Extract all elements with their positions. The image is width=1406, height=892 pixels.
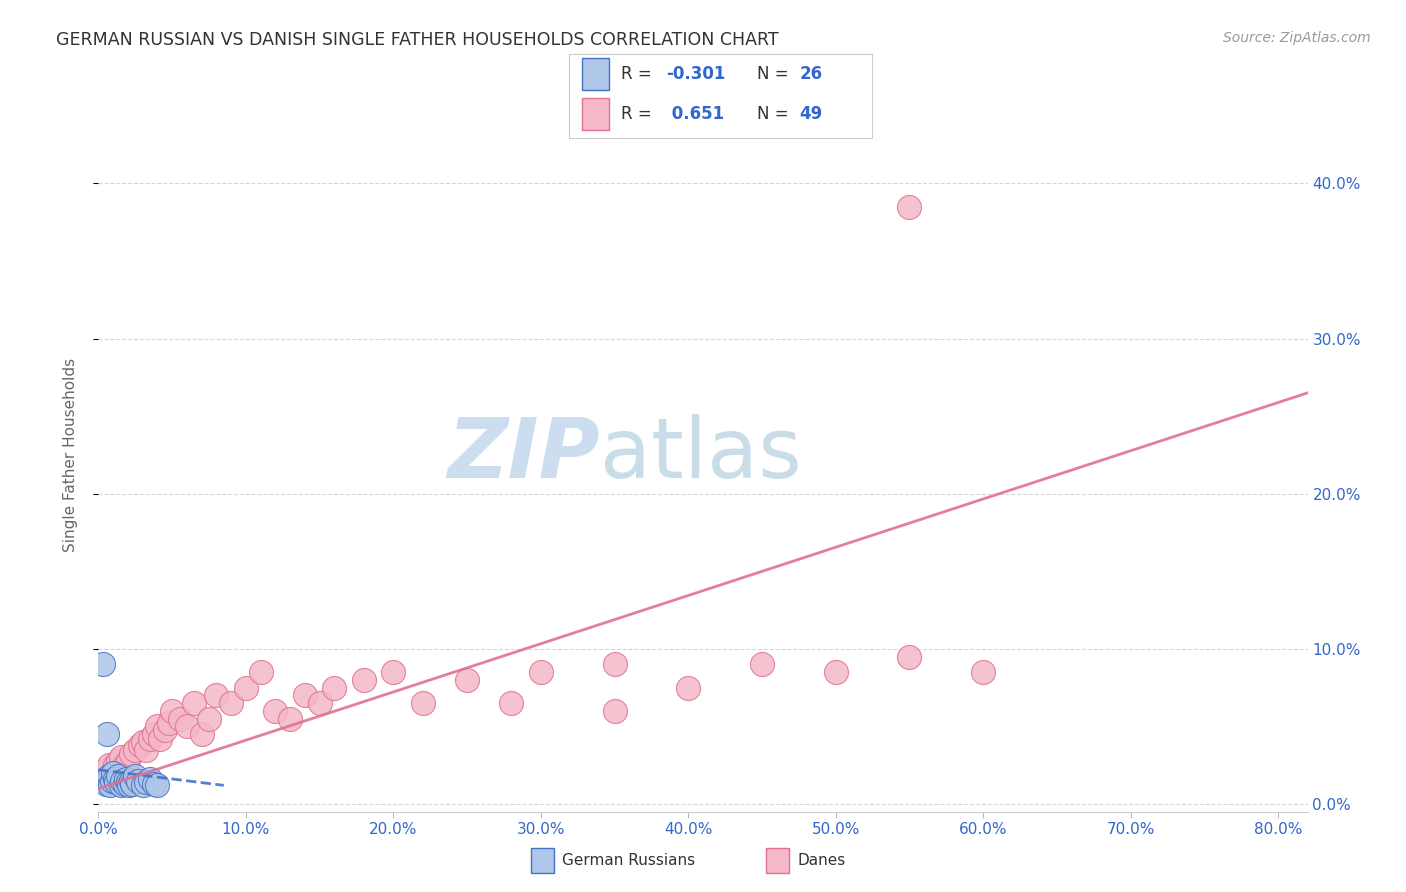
Point xyxy=(160,704,183,718)
Text: Danes: Danes xyxy=(797,854,845,868)
Point xyxy=(121,777,143,791)
Text: ZIP: ZIP xyxy=(447,415,600,495)
Point xyxy=(501,696,523,710)
Text: Source: ZipAtlas.com: Source: ZipAtlas.com xyxy=(1223,31,1371,45)
Point xyxy=(135,775,157,789)
Point xyxy=(124,742,146,756)
Point xyxy=(530,665,553,679)
Point xyxy=(107,754,129,768)
Point xyxy=(353,673,375,687)
Point xyxy=(110,750,132,764)
Point xyxy=(117,754,139,768)
Point xyxy=(114,777,136,791)
Text: 49: 49 xyxy=(799,104,823,123)
Point xyxy=(91,773,114,788)
Point xyxy=(219,696,242,710)
Point xyxy=(153,723,176,737)
Point xyxy=(176,719,198,733)
Point xyxy=(264,704,287,718)
Point xyxy=(101,766,124,780)
Point xyxy=(131,778,153,792)
Point xyxy=(117,775,139,789)
Point xyxy=(94,777,117,791)
Text: 0.651: 0.651 xyxy=(666,104,724,123)
Point xyxy=(143,777,166,791)
Point xyxy=(169,712,191,726)
Point xyxy=(100,773,122,788)
Text: -0.301: -0.301 xyxy=(666,65,725,83)
Text: 26: 26 xyxy=(799,65,823,83)
Point xyxy=(824,665,846,679)
Point xyxy=(603,657,626,672)
Point xyxy=(972,665,994,679)
Point xyxy=(603,704,626,718)
Point xyxy=(111,773,134,788)
Point xyxy=(135,742,157,756)
Point xyxy=(205,689,228,703)
Point xyxy=(98,778,121,792)
Point xyxy=(249,665,271,679)
Point xyxy=(120,747,142,762)
Point xyxy=(91,769,114,783)
Text: atlas: atlas xyxy=(600,415,801,495)
Point xyxy=(294,689,316,703)
Point xyxy=(120,773,142,788)
Text: R =: R = xyxy=(621,104,657,123)
Point xyxy=(157,716,180,731)
Point xyxy=(146,719,169,733)
Point xyxy=(128,738,150,752)
Point xyxy=(382,665,405,679)
Point xyxy=(94,763,117,777)
Point xyxy=(898,649,921,664)
Point xyxy=(183,696,205,710)
Point xyxy=(105,775,128,789)
Point xyxy=(149,731,172,746)
Bar xyxy=(582,58,609,90)
Point xyxy=(131,735,153,749)
Point xyxy=(678,681,700,695)
Y-axis label: Single Father Households: Single Father Households xyxy=(63,358,77,552)
Point xyxy=(96,727,118,741)
Point xyxy=(118,778,141,792)
Point xyxy=(898,200,921,214)
Point xyxy=(115,772,138,786)
Point xyxy=(124,769,146,783)
Bar xyxy=(582,97,609,130)
Text: German Russians: German Russians xyxy=(562,854,696,868)
Point xyxy=(198,712,221,726)
Point xyxy=(104,772,127,786)
Point xyxy=(308,696,330,710)
Text: N =: N = xyxy=(756,104,794,123)
Point xyxy=(146,778,169,792)
Point xyxy=(139,731,162,746)
Point xyxy=(127,773,149,788)
Point xyxy=(143,727,166,741)
Point xyxy=(104,758,127,772)
Point xyxy=(97,769,120,783)
Point xyxy=(751,657,773,672)
Text: N =: N = xyxy=(756,65,794,83)
Point xyxy=(110,778,132,792)
Point xyxy=(91,657,114,672)
Text: GERMAN RUSSIAN VS DANISH SINGLE FATHER HOUSEHOLDS CORRELATION CHART: GERMAN RUSSIAN VS DANISH SINGLE FATHER H… xyxy=(56,31,779,49)
Point xyxy=(100,766,122,780)
Point xyxy=(114,758,136,772)
Point xyxy=(190,727,212,741)
Point xyxy=(107,769,129,783)
Point xyxy=(235,681,257,695)
Point xyxy=(97,758,120,772)
Point xyxy=(323,681,346,695)
Text: R =: R = xyxy=(621,65,657,83)
Point xyxy=(456,673,478,687)
Point xyxy=(278,712,301,726)
Point xyxy=(412,696,434,710)
Point xyxy=(139,772,162,786)
